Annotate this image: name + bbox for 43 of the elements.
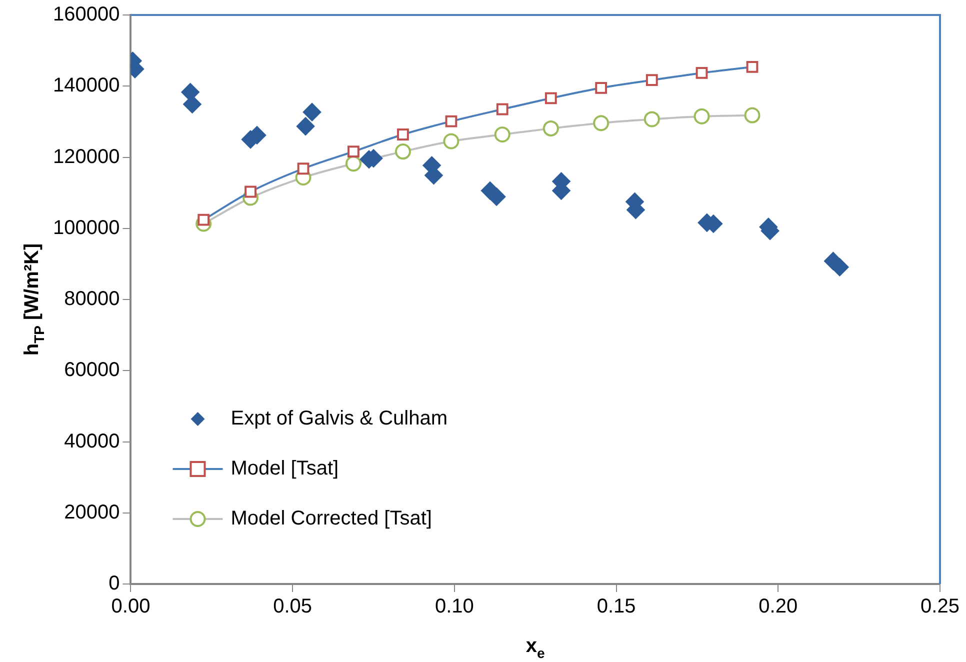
legend-label: Model Corrected [Tsat]	[230, 508, 432, 530]
point	[644, 111, 660, 128]
legend-label: Model [Tsat]	[230, 458, 339, 480]
point	[595, 82, 608, 94]
point	[183, 95, 202, 114]
x-tick-label: 0.05	[273, 596, 312, 618]
point	[744, 107, 760, 124]
point	[746, 60, 758, 73]
y-tick-label: 40000	[64, 430, 120, 452]
x-tick-label: 0.20	[758, 596, 798, 618]
x-tick-label: 0.00	[111, 596, 150, 618]
point	[244, 186, 256, 198]
point	[345, 156, 362, 172]
point	[696, 67, 708, 79]
point	[181, 83, 200, 102]
y-tick-label: 140000	[52, 74, 120, 97]
point	[348, 146, 360, 158]
x-tick-label: 0.25	[920, 596, 960, 618]
y-tick-label: 100000	[52, 216, 120, 239]
point	[445, 115, 458, 128]
point	[443, 133, 460, 150]
point	[542, 120, 559, 136]
legend-label: Expt of Galvis & Culham	[230, 408, 448, 430]
point	[593, 115, 610, 132]
y-tick-label: 20000	[64, 501, 120, 524]
y-tick-label: 60000	[64, 359, 120, 382]
x-tick-label: 0.15	[596, 596, 636, 618]
point	[296, 117, 315, 136]
point	[544, 92, 557, 104]
point	[297, 162, 310, 175]
x-tick-label: 0.10	[434, 596, 474, 618]
point	[397, 128, 409, 140]
point	[694, 108, 710, 124]
point	[394, 144, 411, 160]
y-axis-title: hTP [W/m²K]	[21, 243, 47, 356]
y-tick-label: 80000	[64, 288, 120, 310]
point	[303, 103, 322, 122]
y-tick-label: 120000	[52, 146, 120, 168]
y-tick-label: 0	[108, 572, 120, 595]
point	[494, 126, 510, 142]
point	[496, 103, 508, 116]
point	[646, 74, 658, 86]
y-tick-label: 160000	[52, 4, 120, 26]
